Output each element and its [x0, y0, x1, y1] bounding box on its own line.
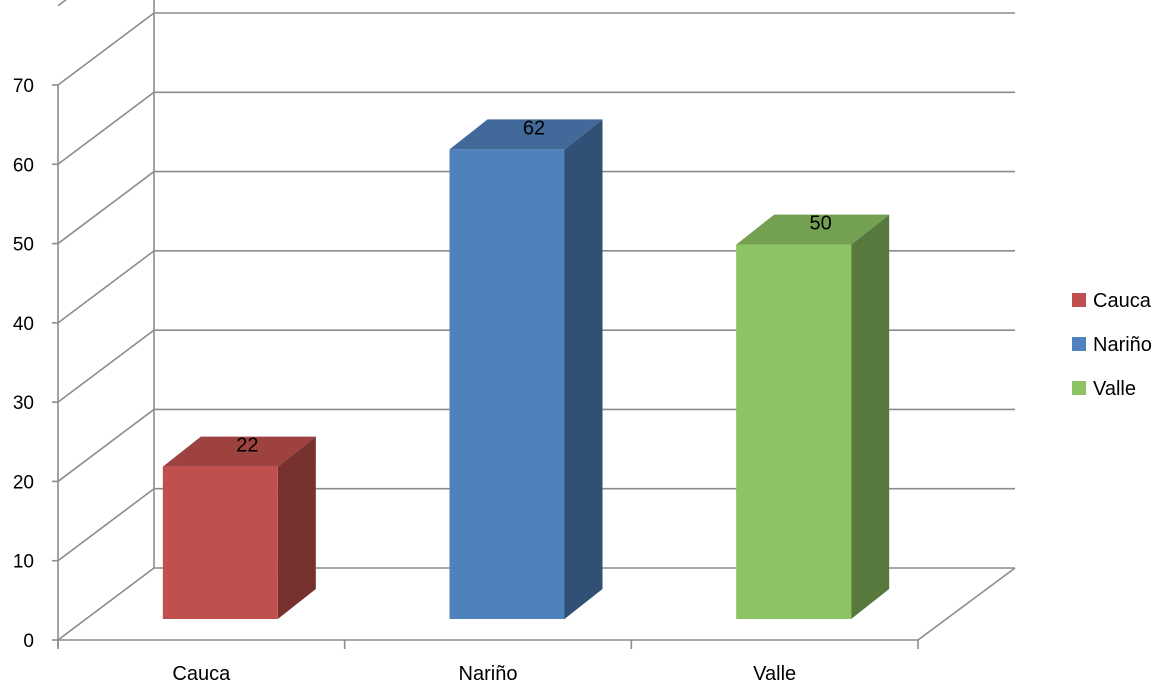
legend-label: Valle	[1093, 378, 1136, 400]
y-tick-label: 70	[13, 76, 34, 97]
side-gridline	[57, 567, 155, 641]
side-gridline	[57, 0, 67, 7]
legend-item: Nariño	[1072, 334, 1152, 356]
bar-nario	[449, 119, 603, 619]
side-gridline	[57, 408, 155, 483]
data-label: 50	[810, 213, 832, 235]
bar-top	[162, 436, 316, 467]
bar-front	[736, 244, 852, 620]
bar-top	[736, 214, 890, 245]
y-tick-label: 40	[13, 314, 34, 335]
bar-side	[277, 436, 316, 619]
legend-item: Cauca	[1072, 290, 1152, 312]
bars	[162, 119, 890, 620]
bar-valle	[736, 214, 890, 620]
data-label: 22	[236, 435, 258, 457]
labels: 0 10 20 30 40 50 60 70 22 Cauca 62 Nariño 50 Valle	[13, 76, 832, 683]
bar-front	[162, 466, 278, 619]
axes	[52, 0, 1016, 649]
side-gridline	[57, 250, 155, 324]
legend-swatch	[1072, 337, 1086, 351]
bar-cauca	[162, 436, 316, 619]
legend-label: Cauca	[1093, 290, 1152, 312]
bar-top	[449, 119, 603, 150]
side-gridline	[57, 488, 155, 562]
side-gridline	[57, 91, 155, 165]
bar-front	[449, 149, 565, 619]
y-tick-label: 20	[13, 472, 34, 493]
side-gridline	[57, 12, 155, 86]
legend-item: Valle	[1072, 378, 1136, 400]
legend-swatch	[1072, 381, 1086, 395]
floor-right-edge	[917, 567, 1016, 641]
category-label: Nariño	[459, 663, 518, 683]
y-tick-label: 50	[13, 235, 34, 256]
data-label: 62	[523, 117, 545, 139]
y-tick-label: 0	[23, 631, 34, 652]
category-label: Valle	[753, 663, 796, 683]
side-gridline	[57, 329, 155, 403]
legend-swatch	[1072, 293, 1086, 307]
y-tick-label: 10	[13, 552, 34, 573]
y-tick-label: 60	[13, 155, 34, 176]
category-label: Cauca	[172, 663, 231, 683]
bar-side	[851, 214, 890, 620]
legend-label: Nariño	[1093, 334, 1152, 356]
y-tick-label: 30	[13, 393, 34, 414]
side-gridline	[57, 170, 155, 245]
bar-side	[564, 119, 603, 619]
legend: Cauca Nariño Valle	[1072, 290, 1152, 400]
